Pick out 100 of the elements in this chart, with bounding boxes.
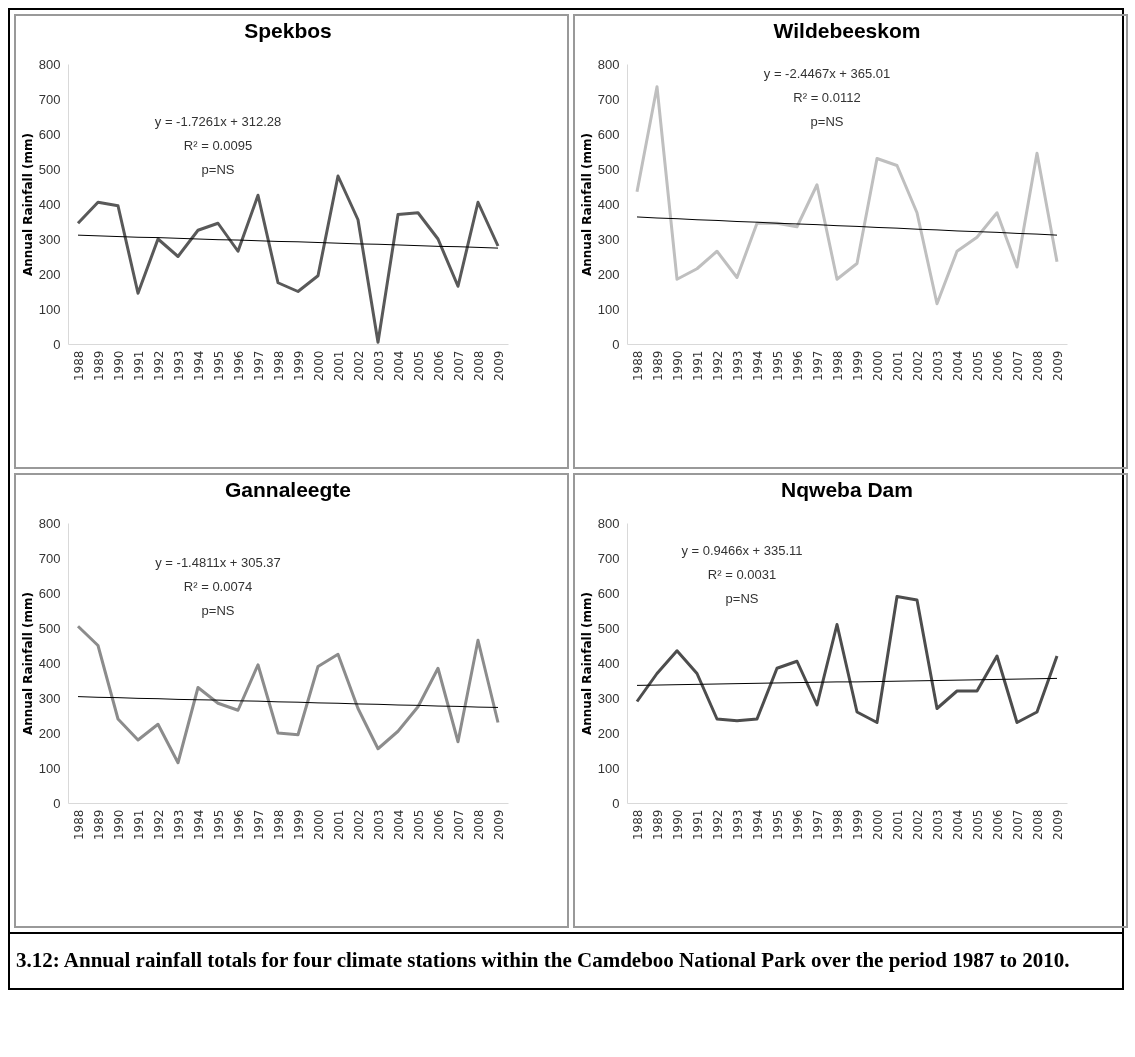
y-tick-label: 0 — [612, 336, 620, 352]
x-tick-label: 2002 — [351, 350, 366, 382]
y-tick-label: 0 — [53, 336, 61, 352]
x-tick-label: 1990 — [670, 350, 685, 382]
y-tick-label: 600 — [38, 126, 61, 142]
x-tick-label: 1990 — [670, 809, 685, 841]
y-tick-label: 500 — [597, 161, 620, 177]
x-tick-label: 1995 — [770, 350, 785, 382]
x-tick-label: 1999 — [291, 350, 306, 382]
y-tick-label: 200 — [597, 266, 620, 282]
x-tick-label: 2005 — [411, 809, 426, 841]
y-tick-label: 500 — [38, 161, 61, 177]
x-tick-label: 2004 — [950, 809, 965, 841]
y-tick-label: 100 — [38, 760, 61, 776]
annotation: y = -1.4811x + 305.37 — [155, 555, 281, 570]
text: 3.12: Annual rainfall totals for four climate stations within the Camdeboo National Park over the period 1987 to 2010. — [8, 934, 1124, 990]
x-tick-label: 1996 — [790, 809, 805, 841]
x-tick-label: 2007 — [451, 350, 466, 382]
x-tick-label: 1999 — [850, 809, 865, 841]
x-tick-label: 2000 — [870, 809, 885, 841]
y-tick-label: 800 — [38, 515, 61, 531]
y-tick-label: 500 — [597, 620, 620, 636]
x-tick-label: 1991 — [131, 350, 146, 382]
x-tick-label: 1993 — [730, 350, 745, 382]
x-tick-label: 1992 — [710, 350, 725, 382]
x-tick-label: 2002 — [910, 350, 925, 382]
x-tick-label: 1994 — [750, 350, 765, 382]
x-tick-label: 2003 — [930, 350, 945, 382]
y-tick-label: 700 — [597, 550, 620, 566]
chart-title: Wildebeeskom — [773, 19, 921, 42]
y-tick-label: 400 — [38, 655, 61, 671]
x-tick-label: 1990 — [111, 350, 126, 382]
annotation: y = -2.4467x + 365.01 — [763, 66, 891, 81]
x-tick-label: 1997 — [810, 350, 825, 382]
x-tick-label: 2008 — [471, 350, 486, 382]
x-tick-label: 2000 — [311, 350, 326, 382]
x-tick-label: 1999 — [850, 350, 865, 382]
annotation: R² = 0.0031 — [707, 567, 777, 582]
y-axis-title: Annual Rainfall (mm) — [20, 133, 35, 276]
x-tick-label: 1988 — [630, 350, 645, 382]
y-tick-label: 200 — [38, 266, 61, 282]
x-tick-label: 1993 — [171, 350, 186, 382]
y-tick-label: 300 — [38, 231, 61, 247]
annotation: y = -1.7261x + 312.28 — [154, 114, 282, 129]
x-tick-label: 1995 — [211, 809, 226, 841]
y-tick-label: 400 — [38, 196, 61, 212]
x-tick-label: 2006 — [431, 350, 446, 382]
x-tick-label: 2008 — [471, 809, 486, 841]
annotation: p=NS — [201, 162, 235, 177]
x-tick-label: 2009 — [1050, 350, 1065, 382]
x-tick-label: 1997 — [251, 350, 266, 382]
x-tick-label: 2003 — [371, 350, 386, 382]
x-tick-label: 1994 — [191, 809, 206, 841]
x-tick-label: 2009 — [491, 809, 506, 841]
x-tick-label: 2008 — [1030, 350, 1045, 382]
x-tick-label: 1998 — [830, 350, 845, 382]
y-tick-label: 0 — [53, 795, 61, 811]
x-tick-label: 2007 — [451, 809, 466, 841]
y-tick-label: 800 — [597, 56, 620, 72]
annotation: p=NS — [201, 603, 235, 618]
x-tick-label: 2003 — [371, 809, 386, 841]
x-tick-label: 1996 — [231, 809, 246, 841]
y-tick-label: 300 — [38, 690, 61, 706]
x-tick-label: 1994 — [750, 809, 765, 841]
y-tick-label: 400 — [597, 655, 620, 671]
chart-title: Nqweba Dam — [781, 478, 913, 501]
y-tick-label: 700 — [597, 91, 620, 107]
y-tick-label: 700 — [38, 550, 61, 566]
x-tick-label: 1993 — [171, 809, 186, 841]
annotation: p=NS — [725, 591, 759, 606]
x-tick-label: 2001 — [890, 809, 905, 841]
x-tick-label: 1992 — [151, 809, 166, 841]
x-tick-label: 1999 — [291, 809, 306, 841]
x-tick-label: 1992 — [710, 809, 725, 841]
x-tick-label: 1989 — [650, 350, 665, 382]
y-tick-label: 200 — [597, 725, 620, 741]
y-tick-label: 300 — [597, 231, 620, 247]
annotation: R² = 0.0095 — [183, 138, 253, 153]
x-tick-label: 1988 — [630, 809, 645, 841]
x-tick-label: 2005 — [411, 350, 426, 382]
y-tick-label: 100 — [597, 301, 620, 317]
y-tick-label: 500 — [38, 620, 61, 636]
x-tick-label: 2006 — [990, 809, 1005, 841]
x-tick-label: 1991 — [690, 809, 705, 841]
x-tick-label: 2002 — [910, 809, 925, 841]
x-tick-label: 2001 — [890, 350, 905, 382]
y-tick-label: 600 — [38, 585, 61, 601]
x-tick-label: 2005 — [970, 809, 985, 841]
x-tick-label: 2004 — [391, 350, 406, 382]
y-tick-label: 600 — [597, 126, 620, 142]
x-tick-label: 2007 — [1010, 809, 1025, 841]
x-tick-label: 1996 — [231, 350, 246, 382]
x-tick-label: 1997 — [251, 809, 266, 841]
x-tick-label: 2005 — [970, 350, 985, 382]
y-tick-label: 200 — [38, 725, 61, 741]
y-axis-title: Annual Rainfall (mm) — [579, 133, 594, 276]
x-tick-label: 2009 — [1050, 809, 1065, 841]
x-tick-label: 1998 — [271, 809, 286, 841]
y-axis-title: Annual Rainfall (mm) — [20, 592, 35, 735]
x-tick-label: 1997 — [810, 809, 825, 841]
